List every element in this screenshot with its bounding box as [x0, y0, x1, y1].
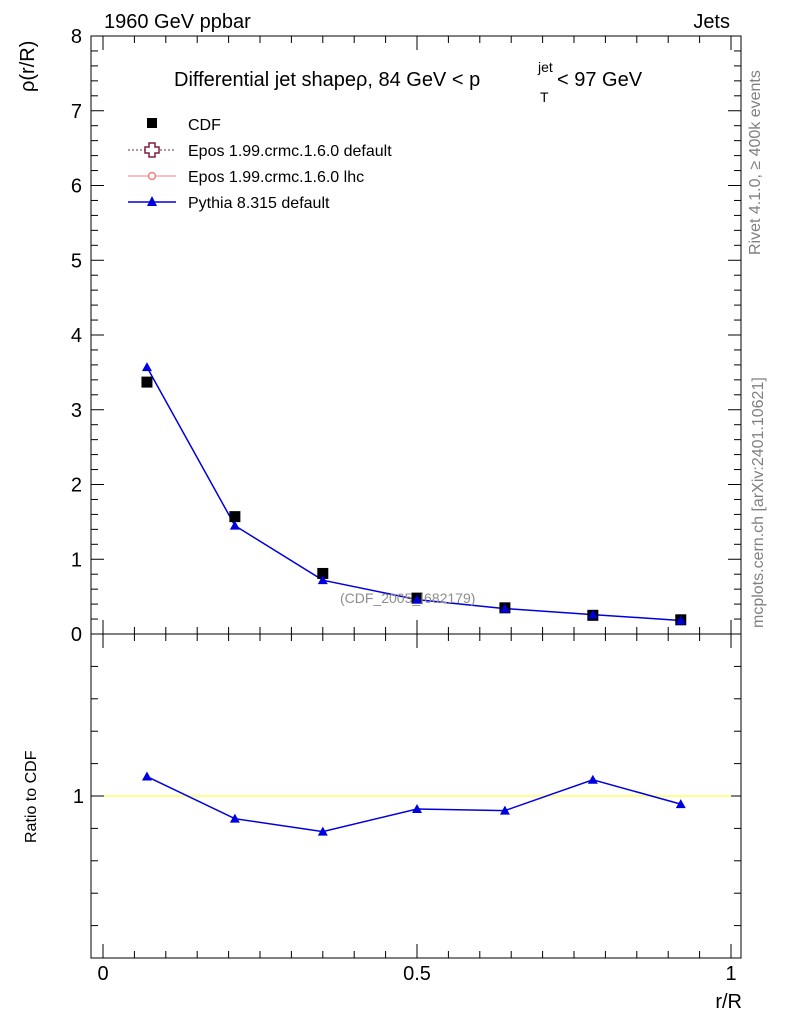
chart-title-tail: < 97 GeV — [557, 69, 643, 91]
pythia-data-point — [141, 362, 152, 372]
pythia-data-point — [412, 594, 422, 604]
main-y-tick-label: 3 — [71, 400, 82, 422]
ratio-data-point — [229, 813, 240, 823]
ratio-data-point — [675, 799, 686, 809]
main-y-axis: 0 1 2 3 4 5 6 7 8 — [71, 26, 741, 646]
pythia-data-point — [317, 575, 328, 585]
ratio-data-point — [412, 803, 422, 813]
cdf-data-point — [141, 376, 153, 388]
chart-title-sup: jet — [537, 59, 553, 75]
header-energy-label: 1960 GeV ppbar — [104, 11, 251, 33]
ratio-y-axis-label: Ratio to CDF — [23, 750, 40, 843]
main-y-axis-label: ρ(r/R) — [17, 41, 39, 92]
main-y-tick-label: 1 — [71, 549, 82, 571]
main-y-tick-label: 7 — [71, 101, 82, 123]
pythia-data-point — [587, 609, 598, 619]
x-axis-label: r/R — [715, 991, 742, 1013]
main-y-tick-label: 0 — [71, 624, 82, 646]
pythia-data-point — [675, 615, 686, 625]
ratio-data-point — [587, 774, 598, 784]
chart-title-sub: T — [540, 89, 549, 105]
pythia-data-point — [499, 603, 510, 613]
main-y-tick-label: 5 — [71, 250, 82, 272]
legend-pythia-label: Pythia 8.315 default — [188, 195, 330, 212]
rivet-label: Rivet 4.1.0, ≥ 400k events — [747, 70, 764, 255]
pythia-series-line — [146, 366, 681, 622]
mcplots-label: mcplots.cern.ch [arXiv:2401.10621] — [750, 377, 767, 628]
ratio-x-axis: 0 0.5 1 — [97, 634, 737, 985]
main-y-tick-label: 8 — [71, 26, 82, 48]
x-tick-label: 0 — [97, 963, 108, 985]
x-tick-label: 1 — [725, 963, 736, 985]
legend-cdf-marker — [147, 118, 157, 128]
cdf-data-point — [317, 567, 329, 579]
main-y-tick-label: 6 — [71, 176, 82, 198]
ratio-y-tick-label: 1 — [73, 786, 84, 808]
ratio-data-layer — [104, 771, 731, 836]
main-y-tick-label: 2 — [71, 475, 82, 497]
legend-pythia-marker — [147, 196, 157, 206]
main-data-layer — [141, 362, 687, 626]
ratio-data-point — [141, 771, 152, 781]
main-x-axis-ticks — [102, 36, 732, 634]
legend-epos-default-marker — [144, 142, 160, 158]
legend-epos-default-label: Epos 1.99.crmc.1.6.0 default — [188, 143, 392, 160]
header-jets-label: Jets — [693, 11, 730, 33]
cdf-data-point — [229, 511, 241, 523]
legend-epos-lhc-label: Epos 1.99.crmc.1.6.0 lhc — [188, 169, 364, 186]
ratio-data-point — [317, 826, 328, 836]
chart-title-main: Differential jet shapeρ, 84 GeV < p — [174, 69, 480, 91]
chart-title: Differential jet shapeρ, 84 GeV < p — [174, 69, 480, 91]
x-tick-label: 0.5 — [403, 963, 431, 985]
ratio-series-line — [146, 775, 681, 833]
pythia-data-point — [229, 520, 240, 530]
main-y-tick-label: 4 — [71, 325, 82, 347]
legend: CDF Epos 1.99.crmc.1.6.0 default Epos 1.… — [128, 117, 392, 212]
legend-epos-lhc-marker — [147, 171, 157, 181]
legend-cdf-label: CDF — [188, 117, 221, 134]
ratio-data-point — [499, 805, 510, 815]
watermark: (CDF_2005_I682179) — [340, 590, 475, 606]
